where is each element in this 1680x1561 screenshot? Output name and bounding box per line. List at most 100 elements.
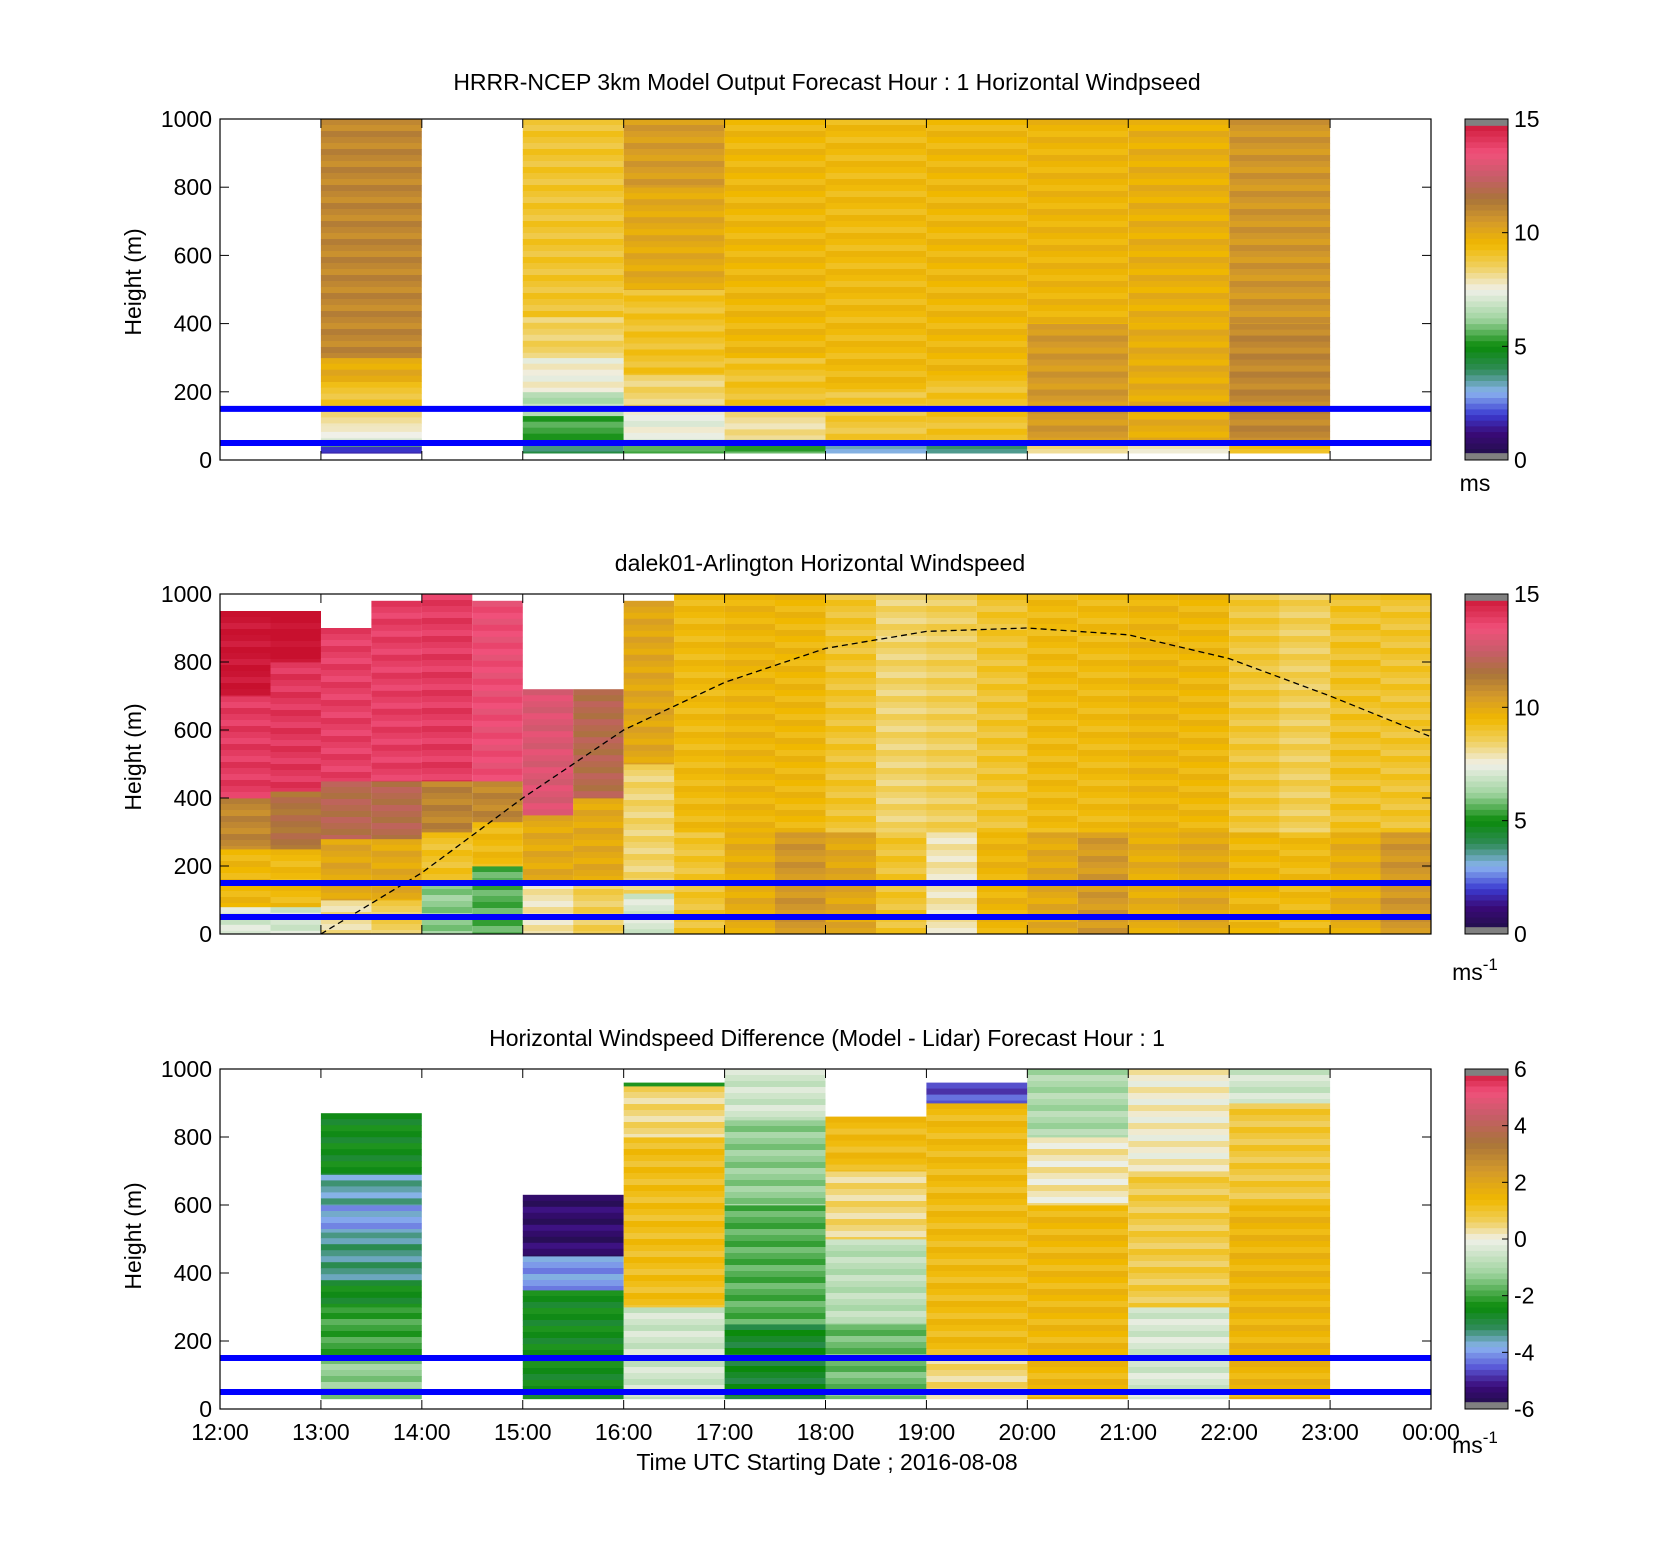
heatmap-cell (1279, 904, 1331, 911)
heatmap-cell (674, 768, 725, 775)
heatmap-cell (724, 1319, 826, 1325)
heatmap-cell (1229, 1247, 1331, 1254)
heatmap-cell (320, 425, 422, 433)
colorbar-segment (1465, 1290, 1508, 1297)
heatmap-cell (876, 690, 927, 697)
heatmap-cell (674, 594, 725, 601)
colorbar-segment (1465, 1267, 1508, 1274)
heatmap-cell (1229, 1151, 1331, 1158)
heatmap-cell (1229, 269, 1331, 276)
colorbar-segment (1465, 335, 1508, 342)
heatmap-cell (371, 835, 422, 840)
heatmap-cell (825, 299, 927, 306)
heatmap-cell (1229, 448, 1331, 454)
heatmap-cell (1128, 401, 1230, 408)
heatmap-cell (320, 1291, 422, 1299)
heatmap-cell (724, 714, 776, 721)
heatmap-cell (724, 696, 776, 703)
heatmap-cell (320, 1250, 422, 1257)
x-tick-label: 15:00 (494, 1419, 552, 1445)
heatmap-cell (825, 383, 927, 390)
heatmap-cell (1128, 904, 1179, 911)
heatmap-cell (220, 750, 271, 757)
heatmap-cell (270, 629, 321, 636)
heatmap-cell (522, 1212, 624, 1220)
heatmap-cell (270, 849, 321, 856)
heatmap-cell (1279, 828, 1331, 833)
colorbar-segment (1465, 792, 1508, 799)
heatmap-cell (1229, 810, 1280, 817)
heatmap-cell (724, 197, 826, 204)
heatmap-cell (825, 1189, 927, 1196)
heatmap-cell (825, 391, 927, 399)
heatmap-cell (674, 714, 725, 721)
heatmap-cell (926, 654, 977, 661)
heatmap-cell (1128, 738, 1179, 745)
heatmap-cell (1077, 832, 1129, 839)
heatmap-cell (1279, 738, 1331, 745)
heatmap-cell (220, 861, 271, 868)
heatmap-cell (825, 618, 876, 625)
heatmap-cell (724, 1313, 826, 1320)
heatmap-cell (724, 1229, 826, 1236)
colorbar-segment (1465, 781, 1508, 788)
y-tick-label: 200 (174, 379, 212, 405)
heatmap-cell (1229, 904, 1280, 911)
heatmap-cell (623, 738, 675, 746)
heatmap-cell (724, 828, 776, 833)
heatmap-cell (1027, 1313, 1129, 1320)
heatmap-cell (674, 862, 725, 869)
heatmap-cell (1128, 371, 1230, 378)
heatmap-cell (472, 714, 523, 722)
heatmap-cell (320, 1131, 422, 1138)
heatmap-cell (1380, 804, 1431, 811)
colorbar-segment (1465, 1227, 1508, 1234)
heatmap-cell (1380, 666, 1431, 673)
heatmap-cell (926, 678, 977, 685)
heatmap-cell (472, 648, 523, 656)
heatmap-cell (1077, 648, 1129, 655)
heatmap-cell (472, 908, 523, 915)
colorbar-segment (1465, 192, 1508, 200)
heatmap-cell (1380, 768, 1431, 775)
heatmap-cell (623, 131, 725, 138)
heatmap-cell (1229, 245, 1331, 252)
heatmap-cell (320, 760, 372, 767)
heatmap-cell (1229, 1313, 1331, 1320)
heatmap-cell (1229, 137, 1331, 144)
heatmap-cell (1178, 922, 1230, 929)
heatmap-cell (825, 1323, 927, 1325)
heatmap-cell (623, 1269, 725, 1276)
heatmap-cell (724, 1120, 826, 1127)
heatmap-cell (1027, 696, 1078, 703)
heatmap-cell (371, 648, 422, 656)
heatmap-cell (724, 910, 776, 917)
heatmap-cell (674, 804, 725, 811)
heatmap-cell (371, 600, 422, 608)
heatmap-cell (421, 781, 473, 788)
heatmap-cell (1128, 317, 1230, 324)
heatmap-cell (522, 251, 624, 258)
heatmap-cell (825, 1396, 927, 1400)
heatmap-cell (371, 642, 422, 650)
heatmap-cell (371, 774, 422, 782)
heatmap-cell (926, 624, 977, 631)
heatmap-cell (926, 410, 1028, 418)
heatmap-cell (1027, 702, 1078, 709)
heatmap-cell (825, 868, 876, 875)
heatmap-cell (724, 862, 776, 869)
heatmap-cell (1027, 660, 1078, 667)
heatmap-cell (1380, 928, 1431, 935)
heatmap-cell (1027, 1241, 1129, 1248)
heatmap-cell (1027, 245, 1129, 252)
heatmap-cell (1027, 678, 1078, 685)
heatmap-cell (1229, 413, 1331, 420)
heatmap-cell (1027, 131, 1129, 138)
heatmap-cell (623, 211, 725, 218)
heatmap-cell (1128, 822, 1179, 829)
heatmap-cell (472, 762, 523, 770)
heatmap-cell (926, 1343, 1028, 1350)
heatmap-cell (1178, 792, 1230, 799)
heatmap-cell (421, 868, 473, 875)
heatmap-cell (926, 155, 1028, 162)
